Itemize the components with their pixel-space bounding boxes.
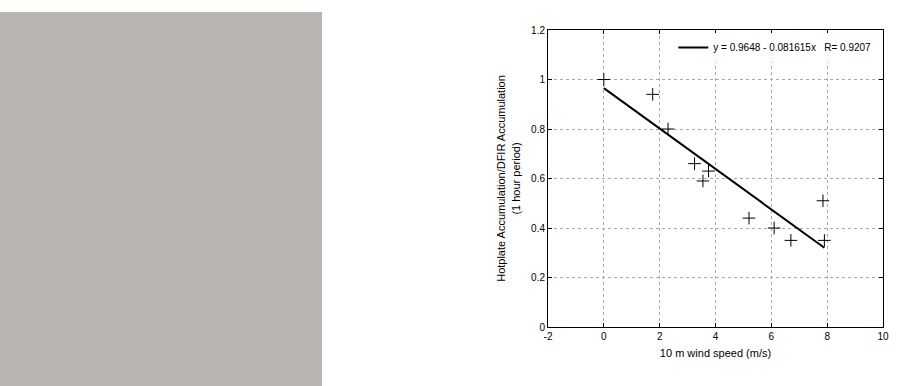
svg-text:Hotplate Accumulation/DFIR Acc: Hotplate Accumulation/DFIR Accumulation(… (495, 75, 521, 282)
svg-text:10 m wind speed (m/s): 10 m wind speed (m/s) (660, 347, 771, 359)
svg-text:0.4: 0.4 (531, 223, 545, 234)
svg-text:4: 4 (713, 331, 719, 342)
svg-text:0: 0 (601, 331, 607, 342)
svg-text:0.8: 0.8 (531, 124, 545, 135)
svg-text:-2: -2 (544, 331, 553, 342)
svg-text:0.2: 0.2 (531, 272, 545, 283)
svg-text:0.6: 0.6 (531, 173, 545, 184)
svg-text:y = 0.9648 - 0.081615x R= 0.: y = 0.9648 - 0.081615x R= 0.9207 (713, 42, 871, 53)
svg-text:6: 6 (769, 331, 775, 342)
svg-text:0: 0 (539, 322, 545, 333)
svg-text:2: 2 (657, 331, 663, 342)
svg-text:8: 8 (824, 331, 830, 342)
svg-text:10: 10 (877, 331, 889, 342)
svg-text:1: 1 (539, 74, 545, 85)
svg-text:1.2: 1.2 (531, 25, 545, 36)
